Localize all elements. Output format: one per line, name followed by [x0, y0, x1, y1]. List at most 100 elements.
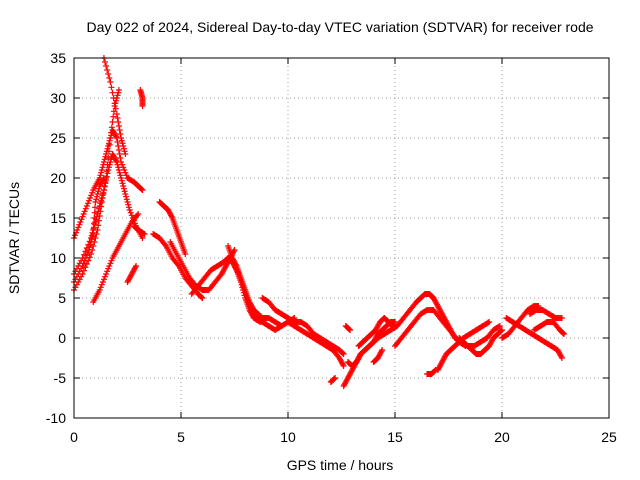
data-point: [74, 227, 81, 233]
data-point: [107, 159, 114, 165]
data-point: [114, 92, 121, 99]
series-track-ab: [434, 319, 493, 373]
data-point: [103, 63, 110, 69]
data-point: [87, 195, 94, 201]
data-point: [118, 175, 125, 181]
data-point: [115, 123, 122, 129]
series-track-r: [297, 319, 347, 357]
x-tick-label: 15: [387, 429, 403, 445]
series-track-z: [426, 291, 503, 349]
data-point: [198, 294, 205, 301]
series-track-e: [90, 211, 142, 305]
data-point: [99, 192, 106, 199]
y-tick-label: 20: [50, 170, 66, 186]
data-point: [117, 172, 124, 179]
series-track-ag: [531, 319, 568, 337]
data-point: [230, 248, 237, 255]
data-point: [111, 100, 118, 107]
data-point: [115, 164, 122, 171]
data-point: [106, 141, 113, 148]
series-track-q: [285, 319, 347, 369]
series-track-af: [526, 307, 565, 321]
data-point: [92, 204, 99, 211]
data-point: [128, 212, 135, 219]
chart-title: Day 022 of 2024, Sidereal Day-to-day VTE…: [86, 19, 593, 35]
data-point: [81, 208, 88, 215]
data-point: [85, 197, 92, 204]
data-point: [95, 205, 102, 212]
data-point: [87, 241, 94, 248]
data-point: [83, 203, 90, 209]
data-point: [98, 167, 105, 173]
data-point: [105, 167, 112, 173]
data-point: [91, 221, 98, 228]
data-point: [141, 231, 148, 237]
data-point: [120, 145, 127, 152]
data-point: [105, 71, 112, 77]
data-point: [96, 203, 103, 209]
data-point: [235, 269, 242, 276]
data-point: [558, 315, 565, 321]
data-point: [105, 155, 112, 161]
data-point: [558, 353, 565, 360]
data-point: [91, 215, 98, 221]
data-point: [72, 232, 79, 239]
data-point: [392, 319, 398, 325]
data-point: [82, 205, 89, 212]
data-point: [134, 212, 141, 219]
data-point: [182, 251, 189, 257]
data-point: [104, 268, 111, 275]
data-point: [120, 143, 127, 149]
data-point: [80, 260, 87, 267]
y-tick-labels: -10 -5 0 5 10 15 20 25 30 35: [46, 50, 66, 426]
data-point: [107, 260, 114, 267]
data-point: [122, 169, 129, 176]
data-point: [80, 251, 87, 258]
series-track-w: [355, 315, 396, 349]
y-tick-label: -5: [54, 370, 67, 386]
data-point: [135, 211, 142, 217]
data-point: [90, 231, 97, 237]
data-point: [91, 209, 98, 216]
series-track-j: [156, 199, 189, 257]
data-point: [496, 323, 503, 329]
data-point: [95, 185, 102, 192]
data-point: [88, 192, 95, 199]
data-point: [120, 183, 127, 189]
data-point: [83, 261, 90, 267]
data-point: [347, 327, 354, 333]
data-point: [109, 89, 116, 96]
data-point: [340, 363, 347, 369]
data-point: [90, 225, 97, 232]
y-tick-label: 30: [50, 90, 66, 106]
data-point: [104, 170, 111, 177]
data-point: [81, 257, 88, 264]
data-point: [85, 247, 92, 253]
y-tick-label: 15: [50, 210, 66, 226]
data-point: [101, 156, 108, 163]
data-point: [115, 87, 122, 93]
series-track-b: [71, 87, 122, 293]
data-point: [103, 271, 110, 277]
data-point: [122, 191, 129, 197]
data-point: [100, 187, 107, 193]
data-point: [118, 177, 125, 184]
data-point: [499, 327, 505, 333]
data-point: [119, 180, 126, 187]
data-point: [90, 243, 97, 249]
data-point: [119, 140, 126, 147]
data-point: [99, 279, 106, 285]
series-track-aa: [424, 367, 439, 377]
data-point: [122, 151, 129, 157]
data-point: [98, 281, 105, 288]
data-point: [100, 276, 107, 283]
x-tick-label: 0: [70, 429, 78, 445]
data-point: [140, 230, 147, 237]
data-point: [123, 196, 130, 203]
x-tick-label: 25: [601, 429, 617, 445]
data-point: [89, 189, 96, 196]
series-track-u: [344, 291, 437, 369]
data-point: [495, 323, 502, 330]
data-point: [92, 199, 99, 205]
